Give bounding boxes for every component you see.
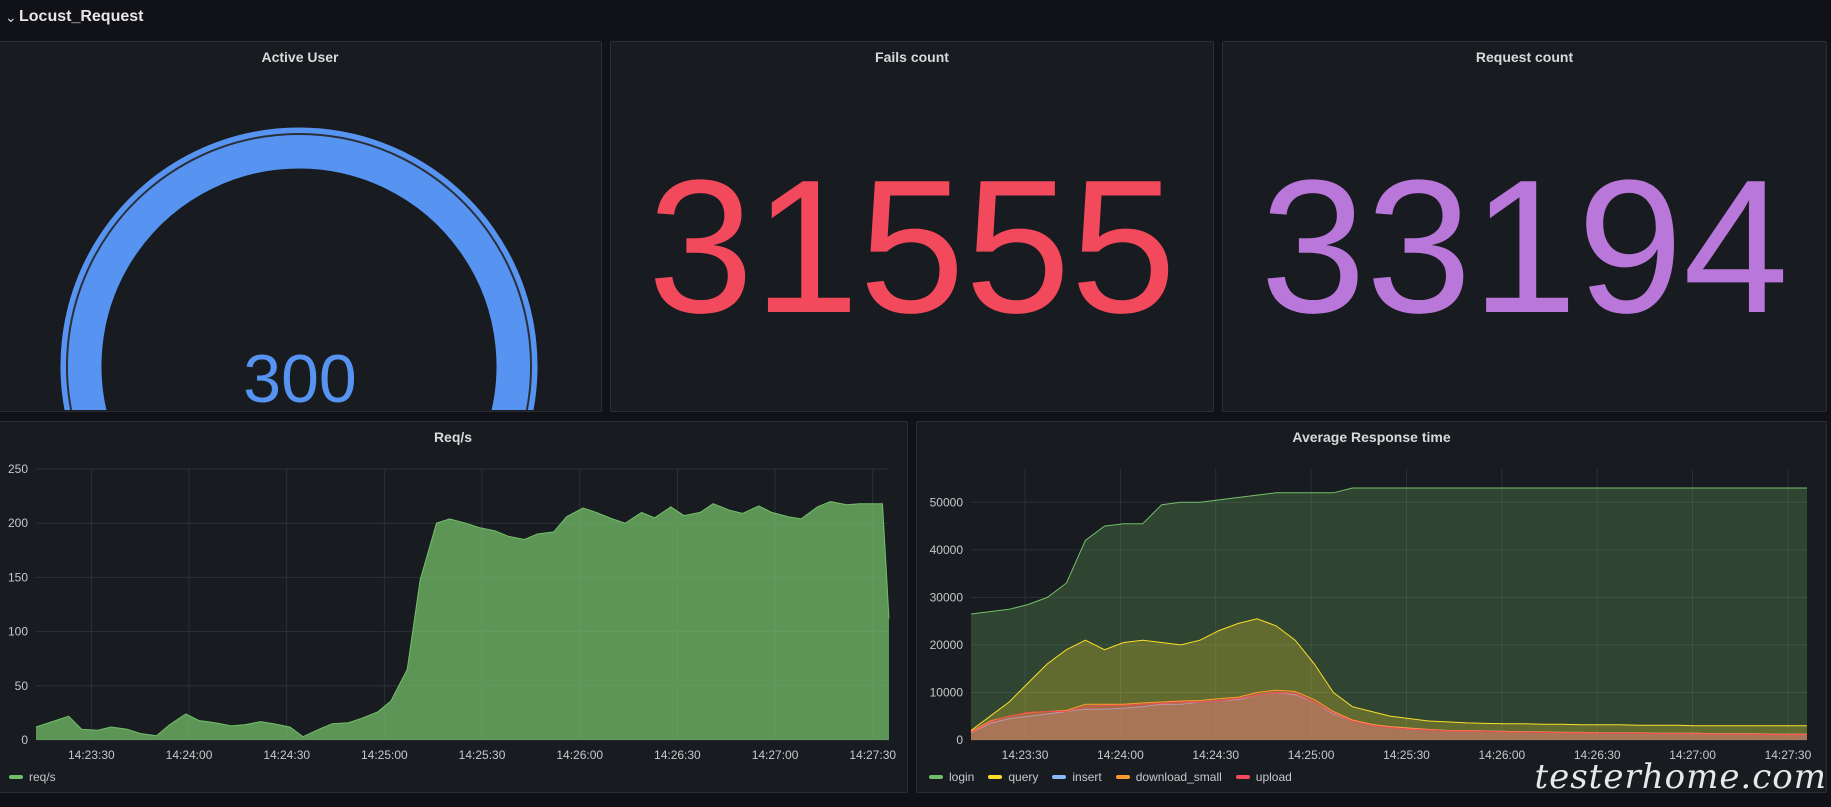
x-tick-label: 14:24:00 bbox=[166, 748, 213, 762]
panel-request-count: Request count 33194 bbox=[1222, 41, 1827, 412]
legend: req/s bbox=[9, 770, 56, 784]
x-tick-label: 14:24:30 bbox=[263, 748, 310, 762]
y-tick-label: 250 bbox=[8, 462, 28, 476]
y-tick-label: 150 bbox=[8, 570, 28, 584]
x-tick-label: 14:25:00 bbox=[1288, 748, 1335, 762]
legend-label: upload bbox=[1255, 770, 1292, 784]
gauge bbox=[59, 126, 539, 410]
gauge-value: 300 bbox=[243, 341, 357, 417]
panel-title: Req/s bbox=[433, 429, 473, 445]
y-tick-label: 0 bbox=[956, 733, 963, 747]
panel-title: Request count bbox=[1475, 49, 1574, 65]
y-tick-label: 100 bbox=[8, 625, 28, 639]
legend-swatch bbox=[929, 775, 943, 779]
legend-swatch bbox=[9, 775, 23, 779]
series-area-download_small bbox=[971, 690, 1807, 740]
y-tick-label: 40000 bbox=[930, 543, 964, 557]
req-s-chart[interactable]: 250 200 150 100 50 0 14:23:30 14:24:00 14:24:30 1… bbox=[0, 422, 907, 762]
legend-label: login bbox=[949, 770, 975, 784]
gauge-outer-track bbox=[59, 126, 539, 410]
legend-label: insert bbox=[1072, 770, 1102, 784]
x-tick-label: 14:26:30 bbox=[1574, 748, 1621, 762]
x-tick-label: 14:27:00 bbox=[752, 748, 799, 762]
x-tick-label: 14:26:00 bbox=[1478, 748, 1525, 762]
legend-item[interactable]: upload bbox=[1235, 770, 1292, 784]
legend: login query insert download_small upload bbox=[929, 770, 1292, 784]
y-tick-label: 30000 bbox=[930, 590, 964, 604]
row-title[interactable]: Locust_Request bbox=[19, 8, 144, 25]
stat-value: 31555 bbox=[647, 141, 1177, 353]
legend-label: download_small bbox=[1135, 770, 1222, 784]
legend-swatch bbox=[1235, 775, 1250, 779]
x-tick-label: 14:27:30 bbox=[849, 748, 896, 762]
x-tick-label: 14:25:30 bbox=[1383, 748, 1430, 762]
row-header[interactable]: ⌄ Locust_Request bbox=[0, 0, 1831, 36]
panel-active-user: Active User 300 bbox=[0, 41, 602, 417]
panel-title: Active User bbox=[261, 49, 339, 65]
stat-value: 33194 bbox=[1260, 141, 1789, 353]
series-line-login[interactable] bbox=[970, 487, 1807, 615]
series-area-query bbox=[971, 618, 1807, 740]
legend-item[interactable]: req/s bbox=[9, 770, 56, 784]
legend-item[interactable]: download_small bbox=[1115, 770, 1222, 784]
panel-req-s: Req/s 250 200 150 100 50 0 14:23:30 14:24:00 14:… bbox=[0, 421, 908, 793]
gauge-arc bbox=[60, 127, 538, 410]
legend-swatch bbox=[1052, 775, 1067, 779]
legend-item[interactable]: query bbox=[988, 770, 1038, 784]
x-tick-label: 14:26:00 bbox=[556, 748, 603, 762]
legend-item[interactable]: insert bbox=[1052, 770, 1102, 784]
legend-item[interactable]: login bbox=[929, 770, 974, 784]
y-tick-label: 10000 bbox=[930, 685, 964, 699]
legend-swatch bbox=[988, 775, 1003, 779]
x-tick-label: 14:24:00 bbox=[1097, 748, 1144, 762]
x-tick-label: 14:24:30 bbox=[1192, 748, 1239, 762]
y-tick-label: 200 bbox=[8, 516, 28, 530]
panel-average-response-time: Average Response time 50000 40000 30000 200… bbox=[916, 421, 1827, 793]
y-tick-label: 50000 bbox=[930, 495, 964, 509]
legend-swatch bbox=[1115, 775, 1130, 779]
x-tick-label: 14:25:00 bbox=[361, 748, 408, 762]
series-line-query[interactable] bbox=[970, 618, 1807, 731]
y-tick-label: 20000 bbox=[930, 638, 964, 652]
x-tick-label: 14:25:30 bbox=[459, 748, 506, 762]
legend-label: req/s bbox=[29, 770, 56, 784]
gauge-threshold-ring bbox=[66, 133, 532, 410]
watermark: testerhome.com bbox=[1534, 757, 1827, 797]
x-tick-label: 14:27:30 bbox=[1765, 748, 1812, 762]
y-tick-label: 50 bbox=[15, 679, 29, 693]
series-area-login bbox=[971, 488, 1807, 740]
legend-label: query bbox=[1008, 770, 1039, 784]
panel-title: Average Response time bbox=[1292, 429, 1451, 445]
panel-title: Fails count bbox=[875, 49, 949, 65]
series-area-upload bbox=[971, 692, 1807, 740]
panel-fails-count: Fails count 31555 bbox=[610, 41, 1214, 412]
x-tick-label: 14:23:30 bbox=[1002, 748, 1049, 762]
chevron-down-icon[interactable]: ⌄ bbox=[5, 9, 17, 25]
y-tick-label: 0 bbox=[21, 733, 28, 747]
x-tick-label: 14:26:30 bbox=[654, 748, 701, 762]
series-line-req/s[interactable] bbox=[35, 500, 890, 738]
series-line-upload[interactable] bbox=[970, 691, 1807, 736]
average-response-time-chart[interactable]: 50000 40000 30000 20000 10000 0 14:23:30 14:24:… bbox=[917, 422, 1826, 762]
x-tick-label: 14:27:00 bbox=[1669, 748, 1716, 762]
x-tick-label: 14:23:30 bbox=[68, 748, 115, 762]
series-area-req/s bbox=[36, 501, 889, 740]
